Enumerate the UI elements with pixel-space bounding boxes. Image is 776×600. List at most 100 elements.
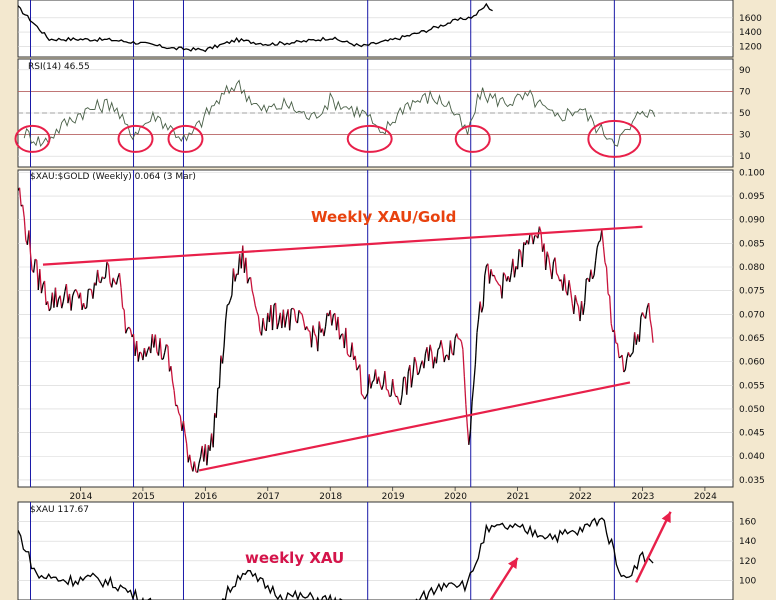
xau-gold-price-bar	[501, 272, 505, 299]
xau-gold-price-bar	[115, 277, 119, 285]
xau-gold-price-bar	[154, 334, 158, 352]
xau-gold-price-bar	[288, 309, 292, 331]
xau-gold-price-bar	[65, 284, 69, 304]
xau-gold-price-bar	[474, 332, 478, 365]
xau-gold-price-bar	[638, 316, 642, 342]
xau-gold-price-bar	[89, 288, 92, 291]
xau-gold-price-bar	[415, 362, 419, 375]
xau-gold-price-bar	[314, 333, 317, 338]
xau-gold-price-bar	[206, 445, 210, 466]
xau-gold-price-bar	[396, 396, 400, 403]
oversold-circle	[346, 124, 393, 153]
xau-gold-price-bar	[92, 282, 96, 299]
xau-gold-price-bar	[513, 266, 517, 278]
xau-gold-price-bar	[79, 292, 83, 310]
xau-gold-price-bar	[401, 377, 405, 395]
xau-gold-price-bar	[509, 272, 512, 283]
axis-ticks: 1600 1400 1200 90 70 50 30 10 0.100 0.095 0.090 0.0…	[69, 14, 765, 587]
xau-gold-price-bar	[477, 301, 481, 320]
oversold-circle	[14, 124, 51, 153]
xau-gold-price-bar	[498, 284, 501, 287]
xau-gold-price-bar	[594, 247, 598, 261]
trendline-lower	[198, 381, 631, 472]
xau-gold-price-bar	[145, 350, 149, 357]
xau-gold-price-bar	[631, 351, 634, 355]
xau-gold-price-bar	[290, 307, 294, 310]
y-tick-label: 120	[739, 557, 756, 567]
xau-gold-price-bar	[223, 320, 227, 347]
xau-gold-price-bar	[364, 396, 367, 400]
xau-gold-price-bar	[28, 230, 32, 254]
xau-panel-bg	[17, 501, 734, 600]
xau-gold-price-bar	[337, 316, 341, 340]
y-tick-label: 70	[739, 87, 751, 97]
xau-gold-price-bar	[412, 357, 416, 375]
xau-gold-price-bar	[574, 295, 578, 303]
oversold-circle	[117, 124, 154, 153]
y-tick-label: 0.080	[739, 263, 765, 273]
y-tick-label: 0.040	[739, 452, 765, 462]
x-tick-label: 2021	[507, 492, 530, 502]
xau-gold-price-bar	[604, 262, 608, 268]
xau-gold-price-bar	[360, 393, 364, 397]
xau-gold-price-bar	[607, 293, 611, 297]
xau-gold-price-bar	[448, 340, 452, 361]
xau-gold-price-bar	[228, 299, 231, 305]
trend-arrow-head	[661, 511, 671, 523]
y-tick-label: 0.060	[739, 358, 765, 368]
xau-gold-price-bar	[308, 329, 311, 332]
xau-gold-price-bar	[429, 344, 433, 353]
xau-gold-price-bar	[393, 391, 397, 397]
xau-gold-price-bar	[303, 321, 306, 331]
y-tick-label: 30	[739, 131, 751, 141]
xau-gold-price-bar	[468, 429, 472, 445]
xau-gold-price-bar	[170, 366, 174, 382]
xau-gold-price-bar	[293, 309, 297, 322]
xau-gold-price-bar	[251, 290, 255, 298]
rsi_panel-line	[23, 79, 656, 148]
y-tick-label: 0.075	[739, 287, 765, 297]
xau-gold-price-bar	[18, 187, 22, 207]
xau-gold-price-bar	[370, 381, 374, 389]
xau-gold-price-bar	[576, 302, 580, 307]
xau-gold-price-bar	[96, 269, 100, 282]
y-tick-label: 0.050	[739, 405, 765, 415]
xau-gold-price-bar	[610, 323, 614, 332]
xau-gold-price-bar	[165, 344, 169, 347]
xau-gold-price-bar	[605, 267, 609, 294]
xau-gold-price-bar	[345, 327, 349, 354]
xau-gold-price-bar	[593, 260, 597, 276]
xau-gold-price-bar	[479, 301, 483, 313]
xau-gold-price-bar	[338, 334, 342, 340]
y-tick-label: 1200	[739, 42, 762, 52]
xau-gold-price-bar	[312, 325, 316, 334]
xau-gold-price-bar	[162, 352, 166, 360]
y-tick-label: 1600	[739, 14, 762, 24]
xau-gold-panel-title: $XAU:$GOLD (Weekly) 0.064 (3 Mar)	[30, 172, 196, 182]
xau-gold-price-bar	[198, 456, 202, 464]
xau-gold-price-bar	[265, 312, 269, 331]
xau-gold-price-bar	[276, 322, 280, 330]
xau-gold-price-bar	[226, 303, 230, 306]
xau-gold-price-bar	[47, 301, 50, 311]
y-tick-label: 0.065	[739, 334, 765, 344]
xau-gold-price-bar	[371, 379, 375, 383]
xau-gold-price-bar	[374, 369, 378, 384]
xau-gold-price-bar	[135, 341, 139, 362]
x-tick-label: 2024	[694, 492, 717, 502]
xau-gold-price-bar	[629, 354, 633, 358]
xau-gold-price-bar	[120, 287, 124, 308]
xau-gold-price-bar	[107, 264, 111, 283]
xau-gold-price-bar	[601, 229, 605, 247]
xau-gold-price-bar	[54, 287, 58, 308]
xau-gold-price-bar	[354, 355, 358, 371]
xau-gold-price-bar	[545, 251, 548, 270]
xau-gold-price-bar	[490, 269, 494, 277]
xau-gold-price-bar	[456, 333, 459, 339]
series-layer	[18, 2, 656, 600]
xau-gold-price-bar	[386, 388, 389, 391]
vertical-markers	[29, 0, 615, 600]
xau-gold-price-bar	[256, 311, 260, 317]
xau-gold-price-bar	[563, 274, 567, 292]
y-tick-label: 0.055	[739, 381, 765, 391]
